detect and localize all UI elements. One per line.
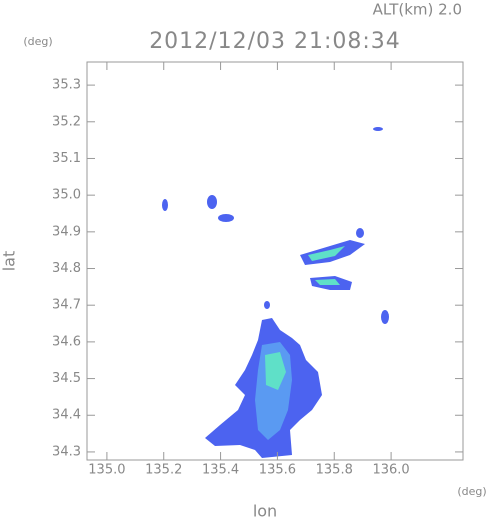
echo xyxy=(373,127,383,131)
plot-frame xyxy=(86,61,464,461)
x-axis-label: lon xyxy=(253,502,277,521)
x-tick-label: 135.4 xyxy=(202,463,239,478)
echo xyxy=(162,199,168,211)
y-tick-label: 34.4 xyxy=(52,408,81,423)
echo xyxy=(265,352,286,390)
echo xyxy=(207,195,217,209)
y-tick-label: 35.1 xyxy=(52,151,81,166)
y-tick-label: 34.5 xyxy=(52,371,81,386)
x-unit: (deg) xyxy=(457,485,486,498)
x-tick-label: 135.8 xyxy=(316,463,353,478)
y-tick-label: 35.0 xyxy=(52,188,81,203)
y-tick-label: 35.3 xyxy=(52,78,81,93)
y-tick-label: 34.3 xyxy=(52,444,81,459)
y-unit: (deg) xyxy=(23,35,52,48)
y-tick-label: 34.9 xyxy=(52,224,81,239)
echo xyxy=(381,310,389,324)
y-tick-label: 34.7 xyxy=(52,298,81,313)
echo xyxy=(356,228,364,238)
x-tick-label: 135.2 xyxy=(145,463,182,478)
echo xyxy=(218,214,234,222)
echo xyxy=(315,279,340,285)
chart-title: 2012/12/03 21:08:34 xyxy=(149,29,401,54)
y-tick-label: 34.6 xyxy=(52,334,81,349)
x-tick-label: 135.0 xyxy=(88,463,125,478)
x-tick-label: 136.0 xyxy=(372,463,409,478)
y-tick-label: 34.8 xyxy=(52,261,81,276)
echo xyxy=(308,246,345,261)
radar-echoes xyxy=(162,127,389,458)
echo xyxy=(264,301,270,309)
x-tick-label: 135.6 xyxy=(259,463,296,478)
y-axis-label: lat xyxy=(0,251,19,272)
subtitle: ALT(km) 2.0 xyxy=(373,1,462,19)
y-tick-label: 35.2 xyxy=(52,114,81,129)
